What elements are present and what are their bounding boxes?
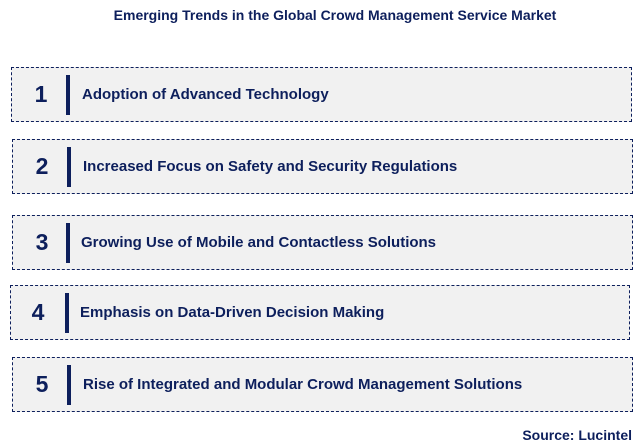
divider-bar [67,365,71,405]
divider-bar [67,147,71,187]
source-credit: Source: Lucintel [522,427,632,443]
trend-item-4: 4 Emphasis on Data-Driven Decision Makin… [10,285,630,340]
trend-label: Adoption of Advanced Technology [82,86,329,103]
trend-number: 2 [35,153,49,179]
trend-number: 1 [34,81,48,107]
trend-label: Increased Focus on Safety and Security R… [83,158,458,175]
trend-label: Growing Use of Mobile and Contactless So… [81,234,437,251]
trend-label: Rise of Integrated and Modular Crowd Man… [83,376,523,393]
divider-bar [65,293,69,333]
trend-item-3: 3 Growing Use of Mobile and Contactless … [12,215,633,270]
trend-item-1: 1 Adoption of Advanced Technology [11,67,632,122]
trend-number: 3 [35,229,49,255]
divider-bar [66,75,70,115]
trend-item-2: 2 Increased Focus on Safety and Security… [12,139,633,194]
divider-bar [66,223,70,263]
trend-item-5: 5 Rise of Integrated and Modular Crowd M… [12,357,633,412]
trend-number: 5 [35,371,49,397]
trend-label: Emphasis on Data-Driven Decision Making [80,304,385,321]
trend-number: 4 [31,299,45,325]
diagram-title: Emerging Trends in the Global Crowd Mana… [113,7,557,23]
